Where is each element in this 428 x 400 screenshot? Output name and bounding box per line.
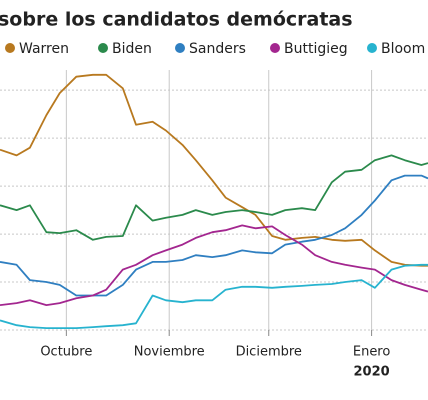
series-line [0,154,428,241]
series-line [0,263,428,329]
legend-marker [98,43,108,53]
legend-marker [5,43,15,53]
legend-label: Bloom [381,41,425,57]
x-tick-label: Enero [353,345,391,360]
year-label: 2020 [354,365,390,380]
x-tick-label: Octubre [40,345,92,360]
legend-label: Sanders [189,41,246,57]
series-line [0,224,428,306]
series-line [0,174,428,297]
legend-marker [270,43,280,53]
legend-label: Biden [112,41,152,57]
legend-marker [367,43,377,53]
x-tick-label: Noviembre [134,345,205,360]
legend-label: Buttigieg [284,41,348,57]
x-tick-label: Diciembre [236,345,302,360]
legend-label: Warren [19,41,69,57]
chart-title: sobre los candidatos demócratas [0,9,353,31]
legend-marker [175,43,185,53]
series-line [0,73,428,267]
